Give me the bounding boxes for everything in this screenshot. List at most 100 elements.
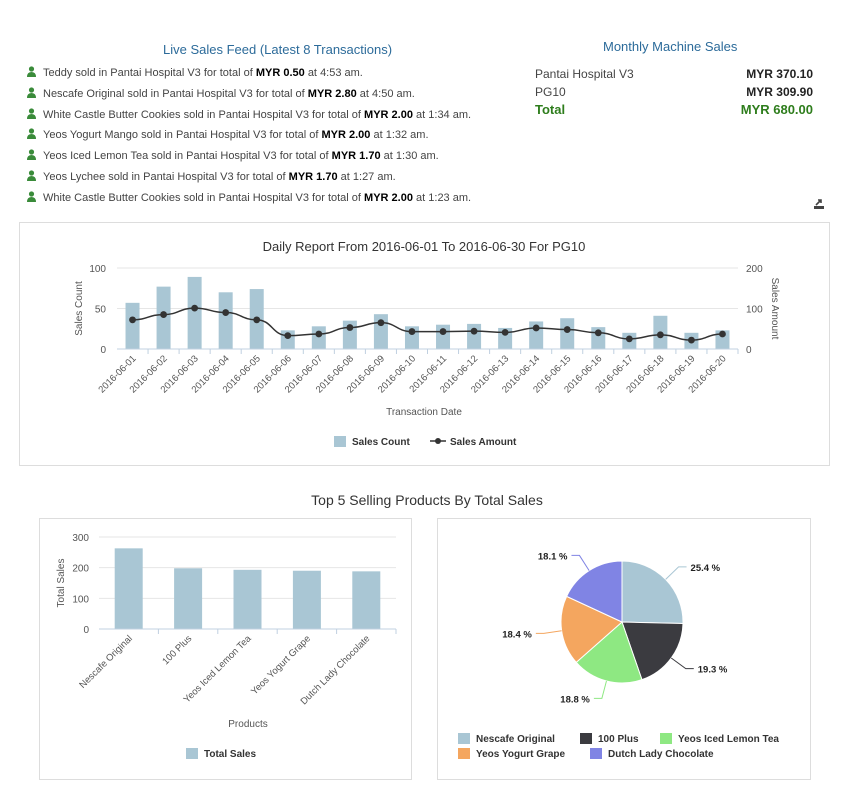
bar-total-sales[interactable]	[292, 570, 321, 629]
y-tick-label: 0	[100, 345, 106, 356]
feed-product: Teddy	[43, 67, 73, 79]
monthly-sales-total-row: Total MYR 680.00	[535, 101, 813, 119]
pie-data-label: 25.4 %	[691, 563, 721, 574]
live-feed-list: Teddy sold in Pantai Hospital V3 for tot…	[27, 63, 527, 209]
pie-slice[interactable]	[621, 560, 684, 625]
feed-time: 1:23 am.	[428, 191, 472, 204]
bar-total-sales[interactable]	[233, 569, 262, 629]
feed-at: at	[307, 67, 317, 79]
feed-sold-in: sold in	[183, 191, 216, 204]
point-sales-amount[interactable]	[160, 311, 167, 318]
x-tick-label: Nescafe Original	[77, 633, 134, 690]
user-icon	[27, 128, 36, 140]
y-tick-label: 0	[83, 625, 89, 636]
feed-location: Pantai Hospital V3	[110, 67, 201, 79]
point-sales-amount[interactable]	[284, 332, 292, 340]
legend-label[interactable]: Yeos Iced Lemon Tea	[678, 734, 779, 745]
bar-sales-count[interactable]	[560, 318, 575, 349]
user-icon	[27, 66, 36, 77]
point-sales-amount[interactable]	[129, 316, 136, 324]
pie-data-label: 19.3 %	[698, 665, 728, 676]
feed-amount: MYR 1.70	[331, 150, 381, 163]
y-tick-label: 300	[72, 533, 89, 544]
bar-sales-count[interactable]	[218, 292, 233, 349]
point-sales-amount[interactable]	[594, 329, 602, 337]
legend-label[interactable]: Nescafe Original	[476, 734, 555, 745]
bar-sales-count[interactable]	[467, 323, 482, 349]
legend-label[interactable]: Sales Amount	[450, 437, 517, 448]
feed-for-total: for total of	[269, 129, 319, 142]
point-sales-amount[interactable]	[439, 328, 447, 335]
point-sales-amount[interactable]	[625, 335, 633, 343]
feed-item: Yeos Lychee sold in Pantai Hospital V3 f…	[27, 167, 527, 188]
pie-slice[interactable]	[565, 560, 623, 623]
x-axis-title: Products	[228, 719, 267, 730]
point-sales-amount[interactable]	[470, 327, 478, 335]
pie-connector	[535, 630, 562, 634]
feed-location: Pantai Hospital V3	[186, 150, 277, 163]
monthly-sales-table: Pantai Hospital V3 MYR 370.10 PG10 MYR 3…	[535, 65, 813, 119]
point-sales-amount[interactable]	[532, 324, 540, 332]
legend-label[interactable]: Yeos Yogurt Grape	[476, 749, 566, 760]
feed-sold-in: sold in	[151, 150, 184, 163]
point-sales-amount[interactable]	[253, 316, 261, 324]
point-sales-amount[interactable]	[191, 304, 199, 312]
y-tick-label: 100	[89, 264, 106, 275]
bar-total-sales[interactable]	[352, 571, 381, 629]
point-sales-amount[interactable]	[377, 319, 385, 327]
pie-connector	[593, 680, 607, 699]
legend-swatch	[334, 436, 346, 447]
legend-label[interactable]: Sales Count	[352, 437, 410, 448]
feed-amount: MYR 2.00	[364, 191, 413, 204]
feed-time: 4:50 am.	[372, 87, 415, 100]
bar-sales-count[interactable]	[125, 302, 140, 349]
bar-sales-count[interactable]	[187, 276, 202, 349]
legend-label[interactable]: 100 Plus	[598, 734, 639, 745]
bar-sales-count[interactable]	[715, 330, 730, 349]
feed-amount: MYR 2.00	[364, 108, 413, 121]
feed-time: 1:32 am.	[385, 129, 429, 142]
bar-sales-count[interactable]	[498, 327, 513, 349]
legend-label[interactable]: Dutch Lady Chocolate	[608, 749, 714, 760]
point-sales-amount[interactable]	[222, 309, 230, 316]
legend-swatch	[590, 748, 602, 759]
legend-swatch	[458, 748, 470, 759]
point-sales-amount[interactable]	[408, 328, 416, 335]
chart-legend: Total Sales	[186, 748, 256, 760]
point-sales-amount[interactable]	[719, 330, 726, 338]
point-sales-amount[interactable]	[315, 330, 323, 338]
pie-data-label: 18.1 %	[538, 551, 568, 562]
point-sales-amount[interactable]	[563, 326, 571, 333]
point-sales-amount[interactable]	[501, 328, 509, 336]
pie-slice[interactable]	[560, 595, 623, 664]
feed-product: Yeos Yogurt Mango	[43, 129, 139, 142]
point-sales-amount[interactable]	[688, 336, 695, 344]
legend-marker	[435, 438, 441, 444]
y-axis-title: Sales Count	[74, 281, 85, 336]
line-sales-amount	[132, 307, 723, 341]
y2-axis-title: Sales Amount	[769, 278, 780, 340]
feed-at: at	[373, 129, 383, 142]
user-icon	[27, 149, 36, 161]
machine-name: Pantai Hospital V3	[535, 67, 634, 81]
bar-total-sales[interactable]	[114, 548, 143, 629]
bar-sales-count[interactable]	[436, 324, 451, 349]
feed-for-total: for total of	[255, 87, 305, 100]
point-sales-amount[interactable]	[656, 331, 664, 339]
feed-amount: MYR 1.70	[288, 170, 338, 183]
bar-sales-count[interactable]	[311, 326, 326, 349]
point-sales-amount[interactable]	[346, 324, 354, 331]
export-icon[interactable]	[813, 198, 825, 210]
machine-name: PG10	[535, 85, 566, 99]
monthly-sales-row: Pantai Hospital V3 MYR 370.10	[535, 65, 813, 83]
feed-sold-in: sold in	[183, 108, 216, 121]
user-icon	[27, 87, 36, 98]
feed-at: at	[340, 170, 350, 183]
feed-location: Pantai Hospital V3	[143, 170, 234, 183]
y2-tick-label: 100	[746, 305, 763, 316]
bar-total-sales[interactable]	[174, 568, 203, 629]
top5-title: Top 5 Selling Products By Total Sales	[311, 492, 543, 508]
legend-label[interactable]: Total Sales	[204, 749, 256, 760]
x-tick-label: Yeos Yogurt Grape	[249, 633, 313, 697]
feed-time: 1:27 am.	[352, 170, 396, 183]
